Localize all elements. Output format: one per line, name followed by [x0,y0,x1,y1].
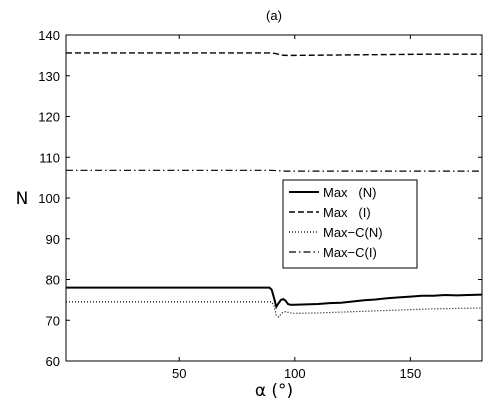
x-tick-label: 150 [400,366,422,381]
y-tick-label: 110 [39,150,60,165]
y-tick-label: 90 [46,232,60,247]
y-tick-label: 70 [46,313,60,328]
legend-entry-1: Max (N) [323,185,376,200]
legend-entry-2: Max (I) [323,205,371,220]
series-line-1 [66,286,483,310]
y-tick-label: 100 [38,191,60,206]
y-axis-label: N [16,189,29,209]
y-tick-label: 130 [38,69,60,84]
x-tick-label: 50 [172,366,186,381]
y-tick-label: 140 [38,28,60,43]
y-tick-label: 120 [38,110,60,125]
series-line-4 [66,169,482,172]
series-line-2 [66,52,482,57]
x-axis-label: α (°) [255,381,293,401]
legend: Max (N) Max (I) Max−C(N) Max−C(I) [282,179,418,269]
series-line-3 [66,301,483,318]
legend-entry-3: Max−C(N) [323,225,383,240]
ticks-layer: 50 100 150 60 70 80 90 100 110 120 130 140 [38,28,482,381]
series-layer [66,52,483,318]
chart-title: (a) [266,8,282,23]
y-tick-label: 80 [46,273,60,288]
x-tick-label: 100 [284,366,306,381]
legend-box [282,179,418,269]
y-tick-label: 60 [46,354,60,369]
legend-entry-4: Max−C(I) [323,245,377,260]
plot-frame [65,34,483,362]
